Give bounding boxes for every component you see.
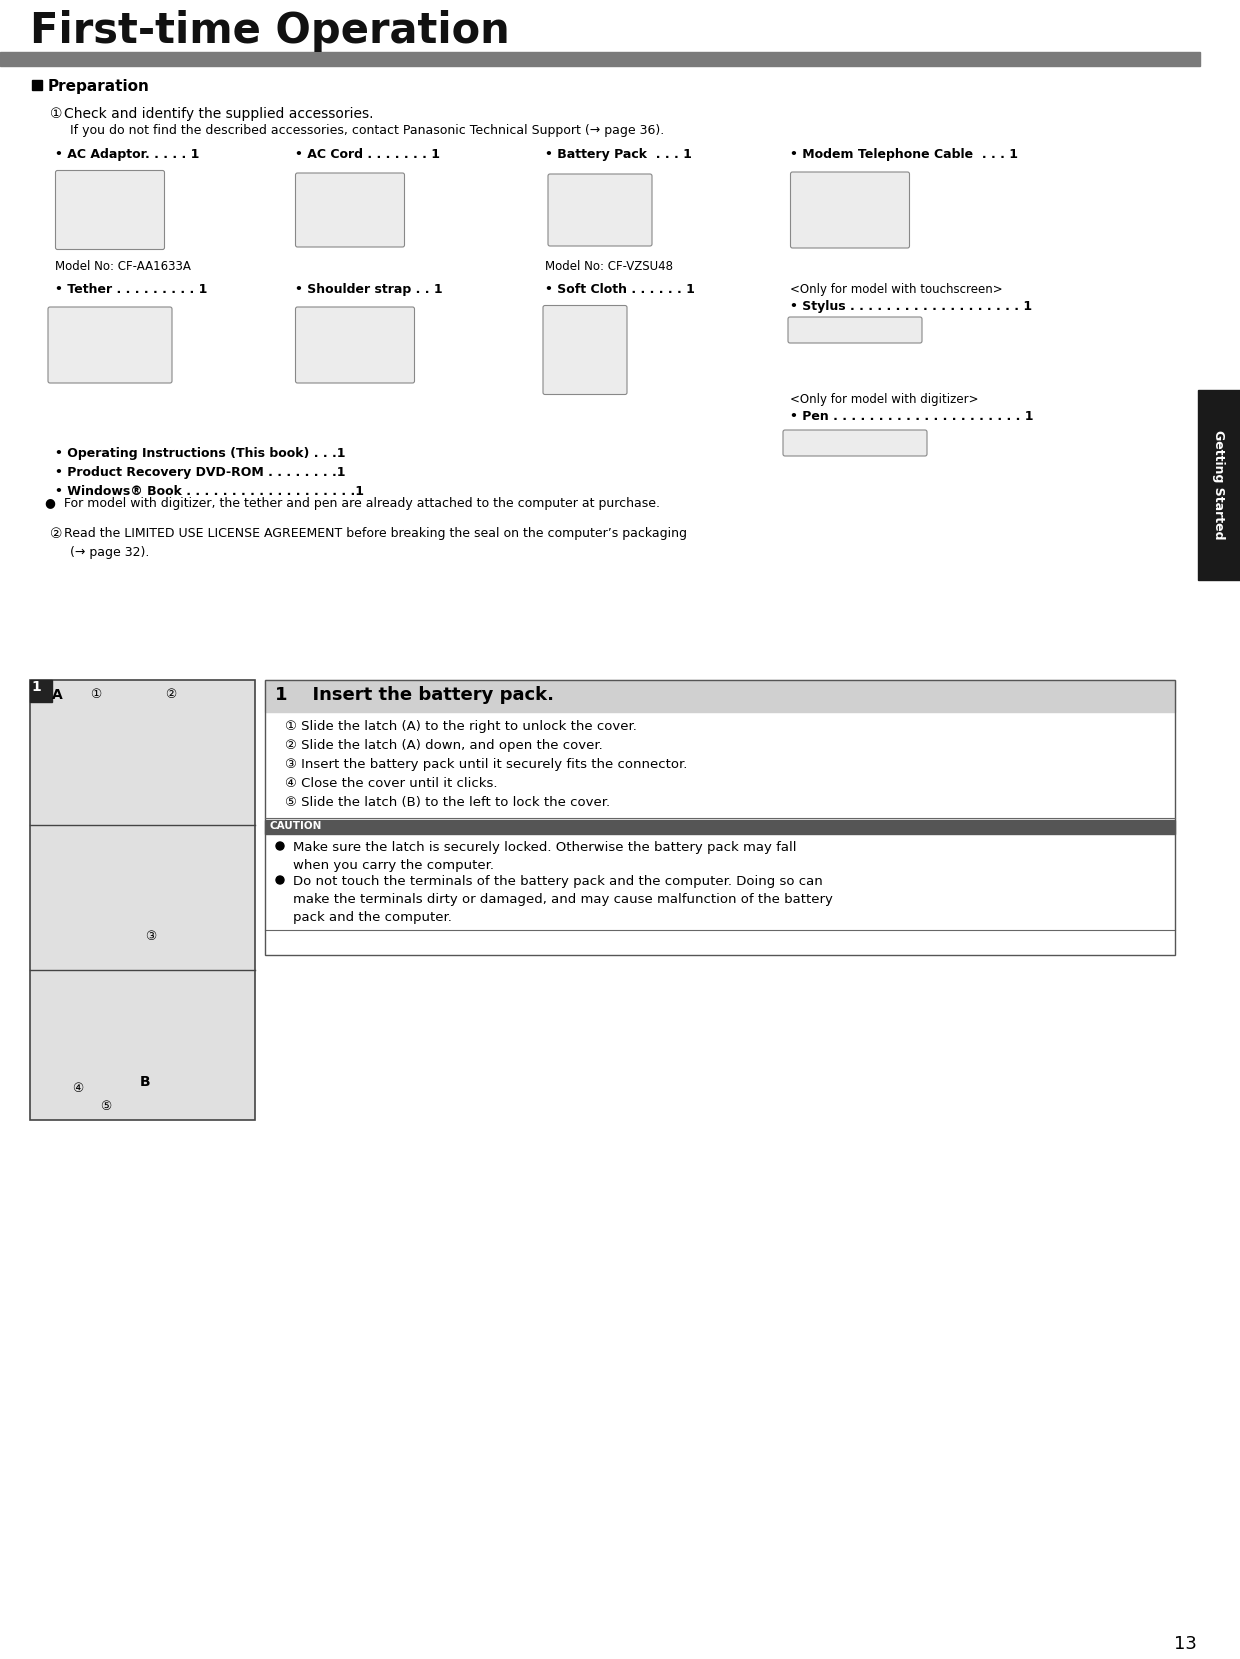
- Bar: [265, 820, 1176, 834]
- Text: when you carry the computer.: when you carry the computer.: [293, 859, 494, 873]
- Text: Preparation: Preparation: [48, 80, 150, 95]
- Text: 1: 1: [31, 680, 41, 693]
- FancyBboxPatch shape: [787, 317, 923, 343]
- Text: • Operating Instructions (This book) . . .1: • Operating Instructions (This book) . .…: [55, 446, 346, 460]
- Text: 1    Insert the battery pack.: 1 Insert the battery pack.: [275, 687, 554, 703]
- Text: Check and identify the supplied accessories.: Check and identify the supplied accessor…: [64, 106, 373, 121]
- Text: pack and the computer.: pack and the computer.: [293, 911, 451, 924]
- Text: • Soft Cloth . . . . . . 1: • Soft Cloth . . . . . . 1: [546, 284, 694, 295]
- Text: Model No: CF-AA1633A: Model No: CF-AA1633A: [55, 260, 191, 274]
- Text: 13: 13: [1173, 1636, 1197, 1652]
- Bar: [0, 51, 1200, 66]
- Text: <Only for model with touchscreen>: <Only for model with touchscreen>: [790, 284, 1003, 295]
- Text: ③: ③: [145, 931, 156, 942]
- Text: Model No: CF-VZSU48: Model No: CF-VZSU48: [546, 260, 673, 274]
- Text: make the terminals dirty or damaged, and may cause malfunction of the battery: make the terminals dirty or damaged, and…: [293, 893, 833, 906]
- Text: • Tether . . . . . . . . . 1: • Tether . . . . . . . . . 1: [55, 284, 207, 295]
- Text: B: B: [140, 1075, 150, 1088]
- Text: ②: ②: [50, 528, 62, 541]
- Text: • Pen . . . . . . . . . . . . . . . . . . . . . 1: • Pen . . . . . . . . . . . . . . . . . …: [790, 410, 1033, 423]
- Text: ④ Close the cover until it clicks.: ④ Close the cover until it clicks.: [285, 776, 497, 790]
- Text: ⑤ Slide the latch (B) to the left to lock the cover.: ⑤ Slide the latch (B) to the left to loc…: [285, 796, 610, 810]
- Text: <Only for model with digitizer>: <Only for model with digitizer>: [790, 393, 978, 406]
- Bar: [30, 680, 255, 1120]
- FancyBboxPatch shape: [295, 173, 404, 247]
- Text: • Modem Telephone Cable  . . . 1: • Modem Telephone Cable . . . 1: [790, 148, 1018, 161]
- Text: Getting Started: Getting Started: [1213, 430, 1225, 539]
- Bar: [32, 80, 42, 90]
- FancyBboxPatch shape: [56, 171, 165, 249]
- Text: • Shoulder strap . . 1: • Shoulder strap . . 1: [295, 284, 443, 295]
- Text: ②: ②: [165, 688, 176, 702]
- Circle shape: [277, 876, 284, 884]
- Text: • Stylus . . . . . . . . . . . . . . . . . . . 1: • Stylus . . . . . . . . . . . . . . . .…: [790, 300, 1032, 314]
- Circle shape: [277, 843, 284, 849]
- Bar: [265, 680, 1176, 712]
- Text: Make sure the latch is securely locked. Otherwise the battery pack may fall: Make sure the latch is securely locked. …: [293, 841, 796, 854]
- Text: Read the LIMITED USE LICENSE AGREEMENT before breaking the seal on the computer’: Read the LIMITED USE LICENSE AGREEMENT b…: [64, 528, 687, 539]
- Text: Do not touch the terminals of the battery pack and the computer. Doing so can: Do not touch the terminals of the batter…: [293, 874, 823, 888]
- Text: • AC Cord . . . . . . . 1: • AC Cord . . . . . . . 1: [295, 148, 440, 161]
- Text: • AC Adaptor. . . . . 1: • AC Adaptor. . . . . 1: [55, 148, 200, 161]
- Text: ①: ①: [91, 688, 102, 702]
- Text: ●  For model with digitizer, the tether and pen are already attached to the comp: ● For model with digitizer, the tether a…: [45, 498, 660, 509]
- Text: CAUTION: CAUTION: [269, 821, 321, 831]
- Text: ①: ①: [50, 106, 62, 121]
- FancyBboxPatch shape: [295, 307, 414, 383]
- FancyBboxPatch shape: [48, 307, 172, 383]
- Text: If you do not find the described accessories, contact Panasonic Technical Suppor: If you do not find the described accesso…: [69, 124, 665, 138]
- Text: ③ Insert the battery pack until it securely fits the connector.: ③ Insert the battery pack until it secur…: [285, 758, 687, 771]
- FancyBboxPatch shape: [543, 305, 627, 395]
- Text: • Battery Pack  . . . 1: • Battery Pack . . . 1: [546, 148, 692, 161]
- FancyBboxPatch shape: [791, 173, 909, 247]
- Text: • Product Recovery DVD-ROM . . . . . . . .1: • Product Recovery DVD-ROM . . . . . . .…: [55, 466, 346, 479]
- Bar: [265, 680, 1176, 956]
- Text: ② Slide the latch (A) down, and open the cover.: ② Slide the latch (A) down, and open the…: [285, 738, 603, 752]
- Text: (→ page 32).: (→ page 32).: [69, 546, 149, 559]
- Text: ④: ④: [72, 1082, 83, 1095]
- Text: ⑤: ⑤: [100, 1100, 112, 1113]
- Bar: [1198, 390, 1240, 581]
- FancyBboxPatch shape: [548, 174, 652, 246]
- Text: ① Slide the latch (A) to the right to unlock the cover.: ① Slide the latch (A) to the right to un…: [285, 720, 637, 733]
- Text: A: A: [52, 688, 63, 702]
- FancyBboxPatch shape: [782, 430, 928, 456]
- Text: • Windows® Book . . . . . . . . . . . . . . . . . . .1: • Windows® Book . . . . . . . . . . . . …: [55, 484, 365, 498]
- Text: First-time Operation: First-time Operation: [30, 10, 510, 51]
- Bar: [30, 680, 52, 702]
